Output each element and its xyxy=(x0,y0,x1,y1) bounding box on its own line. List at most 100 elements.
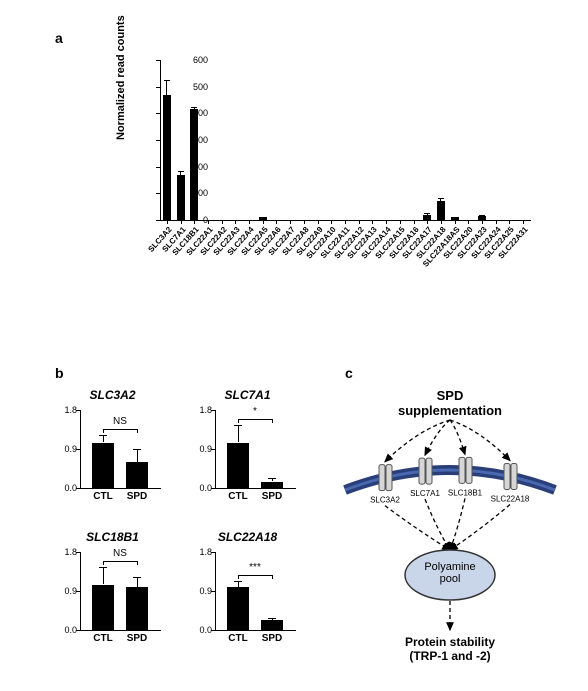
svg-text:SLC7A1: SLC7A1 xyxy=(410,489,440,498)
panel-a-errorcap xyxy=(479,215,485,216)
panel-a-xtick-mark xyxy=(427,220,428,224)
panel-a-ytick-mark xyxy=(156,60,160,61)
sig-tick xyxy=(272,419,273,423)
mini-ytick-mark xyxy=(211,410,215,411)
sig-tick xyxy=(238,419,239,423)
mini-ytick: 0.9 xyxy=(192,444,212,454)
mini-ytick: 0.0 xyxy=(57,625,77,635)
transporters-group: SLC3A2SLC7A1SLC18B1SLC22A18 xyxy=(370,457,530,504)
svg-text:SLC3A2: SLC3A2 xyxy=(370,496,400,505)
mini-errorbar xyxy=(137,577,138,587)
mini-xtick: CTL xyxy=(223,633,253,644)
panel-c-label: c xyxy=(345,365,353,381)
sig-line xyxy=(238,575,272,576)
mini-ytick-mark xyxy=(76,410,80,411)
panel-a-ytick: 500 xyxy=(178,82,208,92)
mini-errorcap xyxy=(133,577,141,578)
mini-bar xyxy=(261,620,283,630)
panel-a-xtick-mark xyxy=(523,220,524,224)
panel-a-errorcap xyxy=(191,107,197,108)
panel-a-chart: Normalized read counts 01002003004005006… xyxy=(120,50,540,300)
mini-ytick: 1.8 xyxy=(192,405,212,415)
panel-a-ytick-mark xyxy=(156,167,160,168)
mini-ytick-mark xyxy=(211,449,215,450)
mini-ytick: 0.9 xyxy=(57,586,77,596)
mini-ytick-mark xyxy=(76,552,80,553)
svg-text:SLC18B1: SLC18B1 xyxy=(448,488,483,497)
panel-a-xtick-mark xyxy=(414,220,415,224)
panel-a-errorcap xyxy=(452,217,458,218)
outcome-label: Protein stability(TRP-1 and -2) xyxy=(405,635,495,663)
mini-ytick: 0.0 xyxy=(192,625,212,635)
mini-chart-slc3a2: SLC3A20.00.91.8CTLSPDNS xyxy=(55,388,170,503)
panel-a-xtick-mark xyxy=(181,220,182,224)
panel-a-ytick-mark xyxy=(156,140,160,141)
sig-line xyxy=(238,419,272,420)
panel-a-xtick-mark xyxy=(235,220,236,224)
panel-a-xtick-mark xyxy=(386,220,387,224)
sig-tick xyxy=(103,561,104,565)
mini-errorbar xyxy=(238,425,239,442)
panel-a-xtick-mark xyxy=(276,220,277,224)
mini-ytick-mark xyxy=(211,488,215,489)
panel-c-diagram: SPDsupplementation SLC3A2SLC7A1SLC18B1SL… xyxy=(340,380,560,670)
mini-chart-slc22a18: SLC22A180.00.91.8CTLSPD*** xyxy=(190,530,305,645)
panel-a-xtick-mark xyxy=(208,220,209,224)
mini-ytick: 0.0 xyxy=(192,483,212,493)
panel-a-xtick-mark xyxy=(496,220,497,224)
mini-bar xyxy=(126,462,148,488)
mini-chart-title: SLC22A18 xyxy=(190,530,305,544)
mini-xtick: CTL xyxy=(223,491,253,502)
mini-ytick: 1.8 xyxy=(192,547,212,557)
panel-b-label: b xyxy=(55,365,64,381)
mini-errorbar xyxy=(103,435,104,443)
panel-a-xtick-mark xyxy=(290,220,291,224)
mini-bar xyxy=(126,587,148,630)
panel-a-xtick-mark xyxy=(318,220,319,224)
mini-ytick: 1.8 xyxy=(57,547,77,557)
panel-a-errorcap xyxy=(178,171,184,172)
mini-ytick-mark xyxy=(76,630,80,631)
mini-bar xyxy=(92,585,114,631)
panel-a-xtick-mark xyxy=(441,220,442,224)
mini-ytick-mark xyxy=(76,591,80,592)
sig-tick xyxy=(137,561,138,565)
mini-chart-slc7a1: SLC7A10.00.91.8CTLSPD* xyxy=(190,388,305,503)
mini-xtick: SPD xyxy=(122,491,152,502)
panel-c-title: SPDsupplementation xyxy=(398,388,502,418)
mini-bar xyxy=(227,587,249,630)
panel-a-errorcap xyxy=(260,217,266,218)
mini-ytick: 0.9 xyxy=(192,586,212,596)
panel-a-xtick-mark xyxy=(167,220,168,224)
panel-a-ytick: 600 xyxy=(178,55,208,65)
sig-tick xyxy=(272,575,273,579)
panel-a-errorcap xyxy=(164,80,170,81)
sig-tick xyxy=(238,575,239,579)
mini-chart-title: SLC3A2 xyxy=(55,388,170,402)
mini-errorcap xyxy=(234,425,242,426)
panel-a-ytick-mark xyxy=(156,113,160,114)
mini-errorcap xyxy=(99,567,107,568)
mini-bar xyxy=(261,482,283,489)
mini-errorcap xyxy=(133,449,141,450)
mini-errorcap xyxy=(268,478,276,479)
mini-xtick: CTL xyxy=(88,633,118,644)
mini-chart-title: SLC7A1 xyxy=(190,388,305,402)
sig-tick xyxy=(137,429,138,433)
dashed-arrows-top xyxy=(385,420,510,462)
mini-chart-title: SLC18B1 xyxy=(55,530,170,544)
panel-a-xtick-mark xyxy=(509,220,510,224)
mini-bar xyxy=(92,443,114,489)
mini-chart-slc18b1: SLC18B10.00.91.8CTLSPDNS xyxy=(55,530,170,645)
dashed-arrows-mid xyxy=(385,498,510,550)
panel-a-plot-area xyxy=(160,60,531,221)
mini-xtick: SPD xyxy=(122,633,152,644)
panel-a-xtick-mark xyxy=(468,220,469,224)
mini-errorcap xyxy=(234,581,242,582)
panel-a-ytick-mark xyxy=(156,220,160,221)
panel-a-ylabel: Normalized read counts xyxy=(115,15,127,140)
panel-a-errorcap xyxy=(424,213,430,214)
mini-errorbar xyxy=(137,449,138,462)
panel-a-xtick-mark xyxy=(194,220,195,224)
sig-label: * xyxy=(235,406,275,417)
